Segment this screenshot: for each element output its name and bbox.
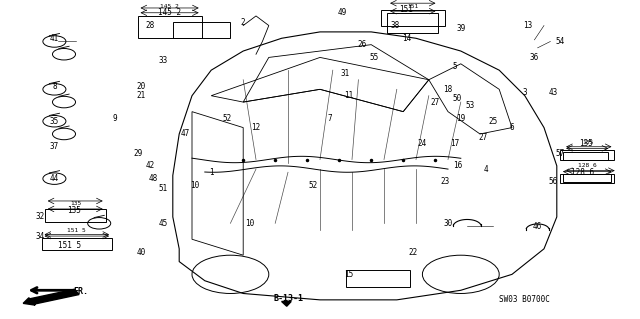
Text: 21: 21 (136, 91, 145, 100)
Text: 52: 52 (223, 114, 232, 122)
Text: 37: 37 (50, 142, 59, 151)
Text: 151 5: 151 5 (67, 228, 86, 233)
Bar (381, 10, 445, 26)
Text: 54: 54 (556, 37, 564, 46)
Text: 50: 50 (453, 94, 462, 103)
Bar (563, 174, 611, 182)
Text: 10: 10 (191, 181, 200, 189)
Text: 56: 56 (549, 177, 558, 186)
Text: 151: 151 (399, 5, 413, 14)
Text: 135: 135 (67, 206, 81, 215)
Text: 52: 52 (309, 181, 318, 189)
Text: 34: 34 (36, 232, 45, 241)
Text: 15: 15 (344, 270, 353, 279)
Text: 151: 151 (407, 4, 419, 9)
Text: 1: 1 (209, 168, 214, 177)
Bar (138, 16, 202, 38)
Text: 24: 24 (418, 139, 427, 148)
Text: SW03 B0700C: SW03 B0700C (499, 295, 550, 304)
Text: 10: 10 (245, 219, 254, 228)
Text: 23: 23 (440, 177, 449, 186)
Text: 35: 35 (50, 117, 59, 126)
Text: 14: 14 (402, 34, 411, 43)
Polygon shape (282, 301, 291, 306)
Text: 18: 18 (444, 85, 452, 94)
Text: 135: 135 (579, 139, 593, 148)
Text: 41: 41 (50, 34, 59, 43)
Text: 9: 9 (113, 114, 118, 122)
Text: 42: 42 (146, 161, 155, 170)
Text: 2: 2 (241, 18, 246, 27)
Bar (45, 209, 106, 222)
Text: 32: 32 (36, 212, 45, 221)
Bar (346, 270, 410, 287)
Text: 38: 38 (390, 21, 399, 30)
Bar (563, 152, 608, 160)
Text: 13: 13 (524, 21, 532, 30)
Text: 12: 12 (252, 123, 260, 132)
Text: 22: 22 (408, 248, 417, 256)
Text: 7: 7 (327, 114, 332, 122)
Text: 145 2: 145 2 (160, 4, 179, 9)
Text: 57: 57 (556, 149, 564, 158)
Text: 128 6: 128 6 (578, 163, 597, 168)
Text: 25: 25 (488, 117, 497, 126)
Text: 135: 135 (70, 201, 81, 206)
Text: 27: 27 (479, 133, 488, 142)
Text: 49: 49 (338, 8, 347, 17)
Bar (560, 174, 614, 183)
Text: 4: 4 (484, 165, 489, 174)
Text: 47: 47 (181, 130, 190, 138)
Text: 31: 31 (341, 69, 350, 78)
Text: 135: 135 (582, 140, 593, 145)
Text: 11: 11 (344, 91, 353, 100)
Bar (173, 22, 230, 38)
Text: 45: 45 (159, 219, 168, 228)
Text: 44: 44 (50, 174, 59, 183)
Bar (560, 150, 614, 160)
Text: 51: 51 (159, 184, 168, 193)
Text: 27: 27 (431, 98, 440, 107)
Text: 3: 3 (522, 88, 527, 97)
Text: 26: 26 (357, 40, 366, 49)
Text: 29: 29 (133, 149, 142, 158)
Text: 16: 16 (453, 161, 462, 170)
Text: 39: 39 (456, 24, 465, 33)
Text: B-13-1: B-13-1 (273, 294, 303, 303)
Text: 40: 40 (136, 248, 145, 256)
Text: 17: 17 (450, 139, 459, 148)
Bar (42, 238, 112, 250)
Text: 6: 6 (509, 123, 515, 132)
FancyArrow shape (23, 289, 79, 305)
Text: 43: 43 (549, 88, 558, 97)
Text: 30: 30 (444, 219, 452, 228)
Text: 19: 19 (456, 114, 465, 122)
Text: 36: 36 (530, 53, 539, 62)
Text: 5: 5 (452, 63, 457, 71)
Text: 20: 20 (136, 82, 145, 91)
Text: 46: 46 (533, 222, 542, 231)
Text: 151 5: 151 5 (58, 241, 81, 250)
Bar (387, 13, 438, 33)
Text: 28: 28 (146, 21, 155, 30)
Text: 145 2: 145 2 (158, 8, 181, 17)
Text: 128 6: 128 6 (571, 168, 594, 177)
Text: 48: 48 (149, 174, 158, 183)
Text: FR.: FR. (74, 287, 88, 296)
Text: 53: 53 (466, 101, 475, 110)
Text: 55: 55 (370, 53, 379, 62)
Text: 8: 8 (52, 82, 57, 91)
Text: 33: 33 (159, 56, 168, 65)
